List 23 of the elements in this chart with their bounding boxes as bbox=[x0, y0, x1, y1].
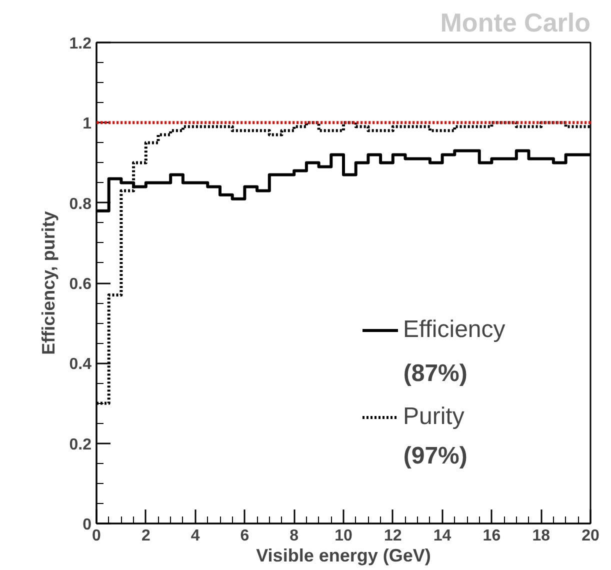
x-tick-label: 16 bbox=[482, 528, 501, 544]
y-tick-label: 0.8 bbox=[69, 196, 92, 213]
annotation: (97%) bbox=[403, 442, 468, 470]
x-tick-label: 18 bbox=[532, 528, 550, 544]
legend-label: Purity bbox=[403, 403, 464, 431]
y-tick-label: 0 bbox=[82, 516, 92, 534]
y-tick-label: 1 bbox=[82, 116, 92, 133]
annotation: (87%) bbox=[403, 360, 468, 388]
x-tick-label: 20 bbox=[582, 528, 600, 544]
y-tick-label: 0.2 bbox=[69, 436, 92, 454]
x-tick-label: 8 bbox=[290, 528, 299, 544]
x-tick-label: 2 bbox=[141, 528, 150, 544]
x-tick-label: 4 bbox=[190, 528, 200, 544]
x-tick-label: 12 bbox=[384, 528, 402, 544]
x-axis-title: Visible energy (GeV) bbox=[256, 546, 431, 566]
legend-label: Efficiency bbox=[403, 316, 506, 344]
x-tick-label: 10 bbox=[334, 528, 352, 544]
x-tick-label: 14 bbox=[433, 528, 452, 544]
y-tick-label: 1.2 bbox=[69, 36, 92, 52]
x-tick-label: 6 bbox=[240, 528, 250, 544]
y-tick-label: 0.6 bbox=[69, 276, 92, 293]
y-tick-label: 0.4 bbox=[69, 356, 92, 374]
y-axis-title: Efficiency, purity bbox=[38, 211, 58, 355]
